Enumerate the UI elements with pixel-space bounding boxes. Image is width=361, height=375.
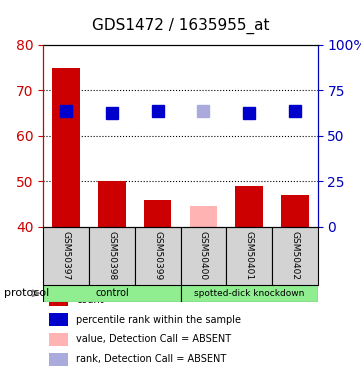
Text: percentile rank within the sample: percentile rank within the sample: [76, 315, 241, 324]
Bar: [190, 207, 217, 227]
Bar: [144, 200, 171, 227]
Text: GSM50402: GSM50402: [290, 231, 299, 280]
Bar: [98, 182, 126, 227]
Bar: [49, 313, 68, 326]
Bar: [49, 352, 68, 366]
FancyBboxPatch shape: [180, 227, 226, 285]
Text: GSM50400: GSM50400: [199, 231, 208, 280]
Text: GDS1472 / 1635955_at: GDS1472 / 1635955_at: [92, 18, 269, 34]
Text: count: count: [76, 295, 104, 305]
FancyBboxPatch shape: [226, 227, 272, 285]
Text: GSM50399: GSM50399: [153, 231, 162, 280]
FancyBboxPatch shape: [135, 227, 180, 285]
Text: value, Detection Call = ABSENT: value, Detection Call = ABSENT: [76, 334, 231, 344]
Text: spotted-dick knockdown: spotted-dick knockdown: [194, 289, 304, 298]
Bar: [235, 186, 263, 227]
FancyBboxPatch shape: [43, 227, 89, 285]
Bar: [281, 195, 309, 227]
Text: GSM50401: GSM50401: [245, 231, 253, 280]
Bar: [52, 68, 80, 227]
Text: rank, Detection Call = ABSENT: rank, Detection Call = ABSENT: [76, 354, 226, 364]
Text: GSM50398: GSM50398: [108, 231, 116, 280]
Text: protocol: protocol: [4, 288, 49, 298]
FancyBboxPatch shape: [272, 227, 318, 285]
Text: control: control: [95, 288, 129, 298]
Bar: [49, 293, 68, 306]
FancyBboxPatch shape: [43, 285, 180, 302]
Bar: [49, 333, 68, 346]
FancyBboxPatch shape: [180, 285, 318, 302]
FancyBboxPatch shape: [89, 227, 135, 285]
Text: GSM50397: GSM50397: [62, 231, 71, 280]
